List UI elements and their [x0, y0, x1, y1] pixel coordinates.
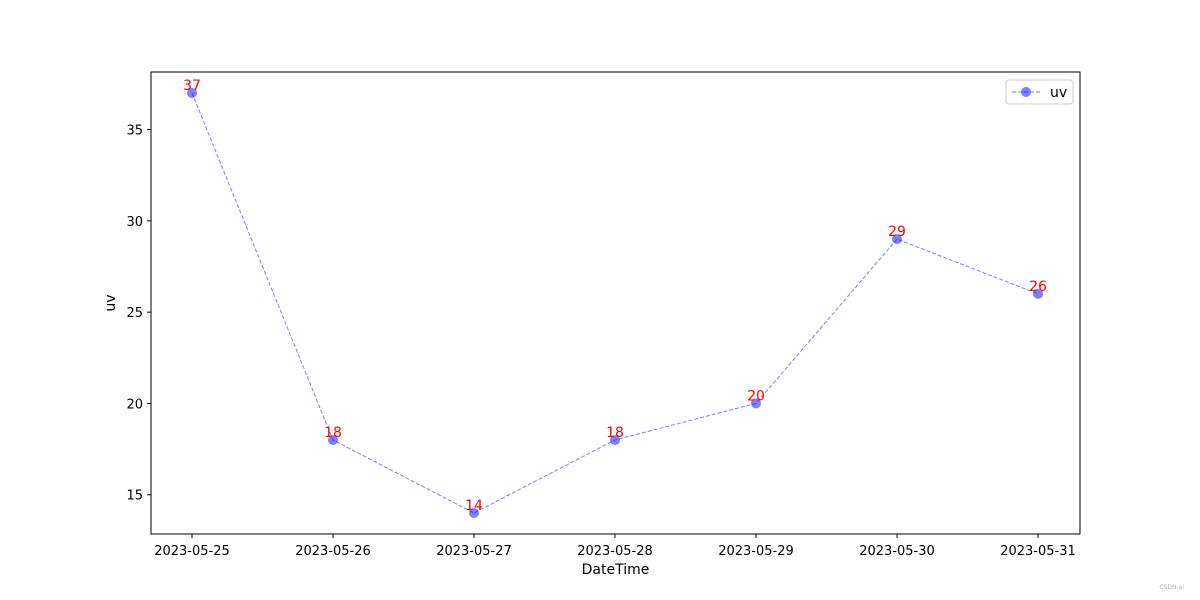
y-axis: 15 20 25 30 35 — [126, 124, 151, 504]
x-tick-label: 2023-05-29 — [718, 544, 794, 559]
x-tick-label: 2023-05-25 — [154, 544, 230, 559]
data-label: 37 — [183, 78, 201, 94]
x-tick-label: 2023-05-31 — [1000, 544, 1076, 559]
x-axis-label: DateTime — [582, 562, 650, 578]
x-tick-label: 2023-05-30 — [859, 544, 935, 559]
data-point — [328, 434, 338, 445]
data-label: 20 — [747, 388, 765, 404]
y-tick-label: 15 — [126, 489, 143, 504]
watermark-text: CSDN-ai — [1159, 584, 1184, 591]
y-tick-label: 20 — [126, 397, 143, 412]
x-tick-label: 2023-05-26 — [295, 544, 371, 559]
data-label: 18 — [606, 425, 624, 441]
y-axis-label: uv — [103, 294, 119, 311]
legend-marker — [1021, 87, 1031, 97]
y-tick-label: 35 — [126, 124, 143, 139]
y-tick-label: 30 — [126, 215, 143, 230]
legend-entry-uv: uv — [1050, 85, 1067, 101]
x-axis: 2023-05-25 2023-05-26 2023-05-27 2023-05-28… — [154, 534, 1076, 559]
data-labels: 37 18 14 18 20 29 26 — [183, 78, 1047, 514]
plot-area — [150, 71, 1081, 535]
data-label: 14 — [465, 498, 483, 514]
data-label: 26 — [1029, 279, 1047, 295]
data-point — [469, 508, 479, 518]
series-layer — [187, 88, 1043, 518]
data-label: 29 — [888, 224, 906, 240]
legend: uv — [1005, 79, 1074, 105]
data-point — [187, 88, 197, 98]
data-point — [1033, 288, 1043, 299]
data-point — [892, 234, 902, 245]
x-tick-label: 2023-05-27 — [436, 544, 512, 559]
y-tick-label: 25 — [126, 306, 143, 321]
data-point — [751, 398, 761, 409]
data-label: 18 — [324, 425, 342, 441]
data-point — [610, 434, 620, 445]
x-tick-label: 2023-05-28 — [577, 544, 653, 559]
